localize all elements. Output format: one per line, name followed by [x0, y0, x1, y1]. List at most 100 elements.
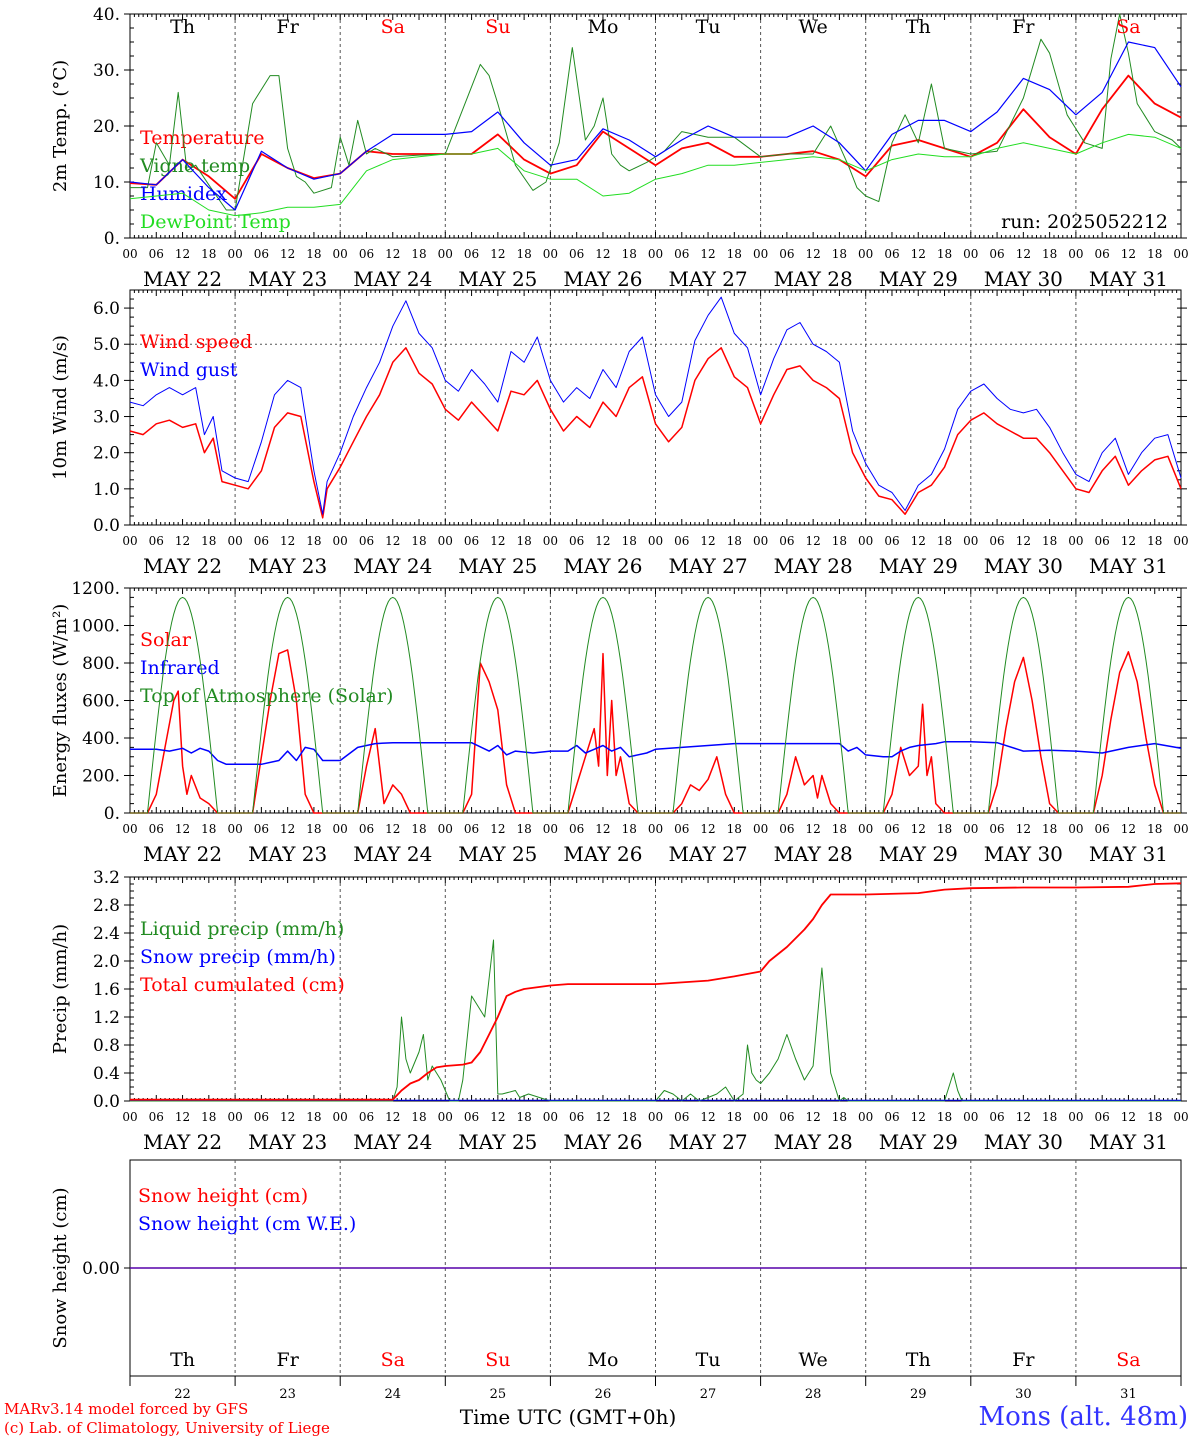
series-line-humidex: [129, 41, 1182, 211]
hour-tick-label: 00: [227, 1110, 242, 1124]
hour-tick-label: 12: [595, 247, 610, 261]
hour-tick-label: 18: [516, 822, 531, 836]
hour-tick-label: 00: [1173, 534, 1188, 548]
hour-tick-label: 12: [911, 534, 926, 548]
date-label: MAY 22: [143, 554, 222, 578]
hour-tick-label: 00: [963, 247, 978, 261]
legend-entry: Snow precip (mm/h): [140, 946, 336, 968]
date-label: MAY 26: [563, 1130, 642, 1154]
y-tick-label: 1.2: [93, 1008, 120, 1028]
date-label: MAY 27: [668, 267, 747, 291]
hour-tick-label: 12: [806, 1110, 821, 1124]
weekday-label: Tu: [696, 16, 721, 38]
hour-tick-label: 18: [937, 822, 952, 836]
weekday-label: Sa: [381, 16, 405, 38]
weekday-label: Tu: [696, 1349, 721, 1371]
hour-tick-label: 00: [333, 247, 348, 261]
hour-tick-label: 00: [648, 534, 663, 548]
date-label: MAY 25: [458, 1130, 537, 1154]
hour-tick-label: 12: [385, 822, 400, 836]
run-label: run: 2025052212: [1001, 211, 1168, 233]
hour-tick-label: 06: [779, 1110, 794, 1124]
y-tick-label: 2.0: [93, 444, 120, 464]
hour-tick-label: 18: [937, 534, 952, 548]
y-tick-label: 20.: [93, 117, 120, 137]
hour-tick-label: 12: [490, 534, 505, 548]
weekday-label: Th: [906, 1349, 931, 1371]
date-label: MAY 31: [1089, 1130, 1168, 1154]
date-label: MAY 30: [984, 1130, 1063, 1154]
hour-tick-label: 06: [884, 1110, 899, 1124]
day-number-label: 25: [490, 1387, 507, 1402]
y-tick-label: 5.0: [93, 335, 120, 355]
weekday-label: Fr: [1012, 16, 1035, 38]
hour-tick-label: 00: [753, 247, 768, 261]
hour-tick-label: 06: [149, 247, 164, 261]
hour-tick-label: 06: [464, 247, 479, 261]
hour-tick-label: 18: [937, 1110, 952, 1124]
day-number-label: 22: [174, 1387, 191, 1402]
hour-tick-label: 12: [1121, 534, 1136, 548]
series-line-wind-speed: [129, 347, 1182, 519]
day-number-label: 28: [805, 1387, 822, 1402]
hour-tick-label: 06: [779, 822, 794, 836]
hour-tick-label: 06: [149, 822, 164, 836]
hour-tick-label: 18: [201, 534, 216, 548]
date-label: MAY 23: [248, 1130, 327, 1154]
hour-tick-label: 12: [175, 247, 190, 261]
y-tick-label: 800.: [82, 654, 120, 674]
weekday-label: Mo: [587, 1349, 618, 1371]
date-label: MAY 31: [1089, 842, 1168, 866]
hour-tick-label: 18: [1042, 534, 1057, 548]
legend-entry: Liquid precip (mm/h): [140, 918, 344, 940]
hour-tick-label: 06: [569, 247, 584, 261]
hour-tick-label: 12: [1016, 1110, 1031, 1124]
hour-tick-label: 12: [490, 1110, 505, 1124]
hour-tick-label: 12: [175, 534, 190, 548]
hour-tick-label: 18: [1147, 534, 1162, 548]
hour-tick-label: 00: [543, 822, 558, 836]
series-line-total-cumulated-cm-: [130, 882, 1182, 1101]
y-tick-label: 2.4: [93, 924, 120, 944]
legend-entry: Snow height (cm): [138, 1185, 308, 1207]
hour-tick-label: 00: [1068, 247, 1083, 261]
date-label: MAY 30: [984, 267, 1063, 291]
hour-tick-label: 12: [595, 822, 610, 836]
hour-tick-label: 12: [280, 822, 295, 836]
date-label: MAY 26: [563, 554, 642, 578]
hour-tick-label: 00: [333, 534, 348, 548]
y-tick-label: 10.: [93, 173, 120, 193]
hour-tick-label: 06: [989, 822, 1004, 836]
day-number-label: 23: [279, 1387, 296, 1402]
hour-tick-label: 06: [569, 534, 584, 548]
hour-tick-label: 12: [490, 247, 505, 261]
series-line-dewpoint-temp: [129, 133, 1182, 217]
y-tick-label: 2.0: [93, 952, 120, 972]
hour-tick-label: 06: [989, 534, 1004, 548]
hour-tick-label: 12: [1016, 534, 1031, 548]
hour-tick-label: 06: [884, 534, 899, 548]
hour-tick-label: 06: [884, 247, 899, 261]
date-label: MAY 31: [1089, 554, 1168, 578]
hour-tick-label: 12: [280, 534, 295, 548]
hour-tick-label: 18: [201, 1110, 216, 1124]
weekday-label: We: [799, 1349, 828, 1371]
series-line-liquid-precip-mm-h-: [130, 939, 1181, 1102]
series-line-temperature: [129, 74, 1182, 200]
hour-tick-label: 12: [806, 247, 821, 261]
hour-tick-label: 18: [622, 247, 637, 261]
y-tick-label: 0.: [104, 229, 120, 249]
legend-entry: Temperature: [140, 127, 264, 149]
hour-tick-label: 12: [1016, 822, 1031, 836]
hour-tick-label: 12: [595, 534, 610, 548]
series-line-top-of-atmosphere-solar-: [130, 596, 1181, 814]
y-tick-label: 0.00: [82, 1259, 120, 1279]
hour-tick-label: 18: [306, 822, 321, 836]
hour-tick-label: 18: [411, 247, 426, 261]
hour-tick-label: 18: [306, 247, 321, 261]
hour-tick-label: 12: [385, 247, 400, 261]
hour-tick-label: 06: [149, 534, 164, 548]
date-label: MAY 28: [774, 842, 853, 866]
weekday-label: Sa: [1116, 1349, 1140, 1371]
hour-tick-label: 06: [464, 534, 479, 548]
